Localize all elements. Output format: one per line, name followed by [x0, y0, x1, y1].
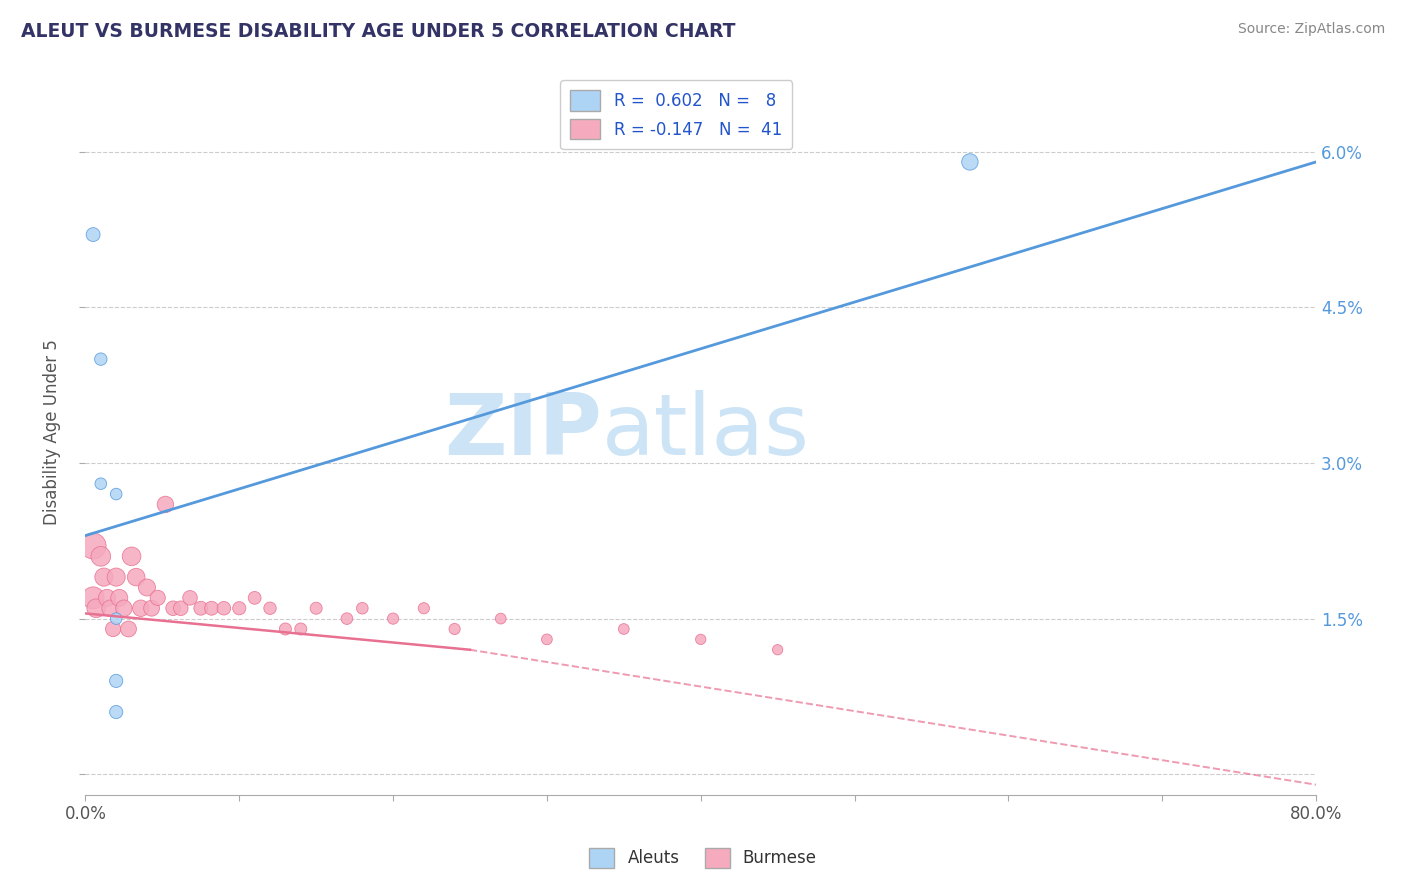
Point [82, 539, 104, 553]
Point [136, 581, 159, 595]
Point [170, 601, 193, 615]
Point [105, 673, 128, 688]
Point [105, 612, 128, 626]
Point [112, 601, 135, 615]
Point [155, 498, 177, 512]
Point [90, 352, 112, 367]
Point [412, 601, 434, 615]
Point [689, 632, 711, 647]
Text: ZIP: ZIP [444, 391, 602, 474]
Point [766, 642, 789, 657]
Point [146, 591, 169, 605]
Point [105, 705, 128, 719]
Point [90, 476, 112, 491]
Y-axis label: Disability Age Under 5: Disability Age Under 5 [44, 339, 60, 524]
Point [105, 570, 128, 584]
Point [274, 622, 297, 636]
Point [90, 549, 112, 564]
Point [212, 601, 235, 615]
Legend: Aleuts, Burmese: Aleuts, Burmese [582, 841, 824, 875]
Point [82, 591, 104, 605]
Point [443, 622, 465, 636]
Point [536, 632, 558, 647]
Point [179, 591, 201, 605]
Point [117, 622, 139, 636]
Point [228, 601, 250, 615]
Point [141, 601, 163, 615]
Point [82, 227, 104, 242]
Point [190, 601, 212, 615]
Point [108, 591, 131, 605]
Point [101, 622, 124, 636]
Legend: R =  0.602   N =   8, R = -0.147   N =  41: R = 0.602 N = 8, R = -0.147 N = 41 [561, 80, 792, 150]
Point [98, 601, 121, 615]
Point [121, 549, 143, 564]
Point [93, 570, 115, 584]
Point [243, 591, 266, 605]
Point [336, 612, 359, 626]
Point [959, 155, 981, 169]
Point [162, 601, 184, 615]
Point [305, 601, 328, 615]
Text: ALEUT VS BURMESE DISABILITY AGE UNDER 5 CORRELATION CHART: ALEUT VS BURMESE DISABILITY AGE UNDER 5 … [21, 22, 735, 41]
Point [96, 591, 118, 605]
Point [125, 570, 148, 584]
Point [105, 487, 128, 501]
Point [200, 601, 222, 615]
Point [352, 601, 374, 615]
Text: atlas: atlas [602, 391, 810, 474]
Point [129, 601, 152, 615]
Point [84, 601, 107, 615]
Point [290, 622, 312, 636]
Point [382, 612, 405, 626]
Point [259, 601, 281, 615]
Point [489, 612, 512, 626]
Text: Source: ZipAtlas.com: Source: ZipAtlas.com [1237, 22, 1385, 37]
Point [613, 622, 636, 636]
